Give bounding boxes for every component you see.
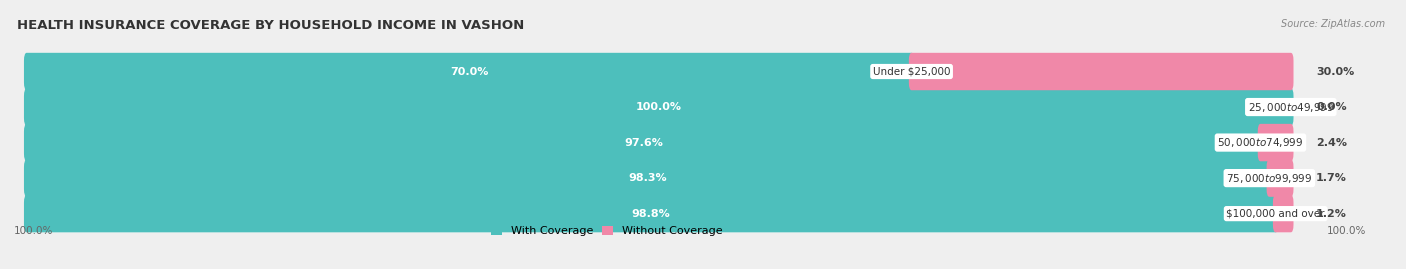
FancyBboxPatch shape bbox=[24, 53, 914, 90]
FancyBboxPatch shape bbox=[1272, 195, 1294, 232]
Text: 98.8%: 98.8% bbox=[631, 209, 671, 219]
FancyBboxPatch shape bbox=[24, 195, 1294, 232]
FancyBboxPatch shape bbox=[24, 159, 1272, 197]
FancyBboxPatch shape bbox=[24, 124, 1263, 161]
FancyBboxPatch shape bbox=[24, 88, 1294, 126]
Text: 100.0%: 100.0% bbox=[636, 102, 682, 112]
Text: $50,000 to $74,999: $50,000 to $74,999 bbox=[1218, 136, 1303, 149]
Text: Under $25,000: Under $25,000 bbox=[873, 66, 950, 76]
Legend: With Coverage, Without Coverage: With Coverage, Without Coverage bbox=[486, 222, 727, 240]
FancyBboxPatch shape bbox=[24, 53, 1294, 90]
FancyBboxPatch shape bbox=[1258, 124, 1294, 161]
Text: HEALTH INSURANCE COVERAGE BY HOUSEHOLD INCOME IN VASHON: HEALTH INSURANCE COVERAGE BY HOUSEHOLD I… bbox=[17, 19, 524, 32]
FancyBboxPatch shape bbox=[24, 124, 1294, 161]
Text: 1.2%: 1.2% bbox=[1316, 209, 1347, 219]
Text: 1.7%: 1.7% bbox=[1316, 173, 1347, 183]
FancyBboxPatch shape bbox=[24, 88, 1294, 126]
Text: 2.4%: 2.4% bbox=[1316, 137, 1347, 148]
Text: 98.3%: 98.3% bbox=[628, 173, 668, 183]
FancyBboxPatch shape bbox=[24, 195, 1278, 232]
Text: 30.0%: 30.0% bbox=[1316, 66, 1354, 76]
FancyBboxPatch shape bbox=[1267, 159, 1294, 197]
Text: 0.0%: 0.0% bbox=[1316, 102, 1347, 112]
FancyBboxPatch shape bbox=[908, 53, 1294, 90]
Text: Source: ZipAtlas.com: Source: ZipAtlas.com bbox=[1281, 19, 1385, 29]
Text: $100,000 and over: $100,000 and over bbox=[1226, 209, 1324, 219]
Text: 70.0%: 70.0% bbox=[450, 66, 488, 76]
Text: $25,000 to $49,999: $25,000 to $49,999 bbox=[1247, 101, 1334, 114]
Text: 97.6%: 97.6% bbox=[624, 137, 664, 148]
Text: $75,000 to $99,999: $75,000 to $99,999 bbox=[1226, 172, 1312, 185]
Text: 100.0%: 100.0% bbox=[1327, 226, 1367, 236]
FancyBboxPatch shape bbox=[24, 159, 1294, 197]
Text: 100.0%: 100.0% bbox=[14, 226, 53, 236]
